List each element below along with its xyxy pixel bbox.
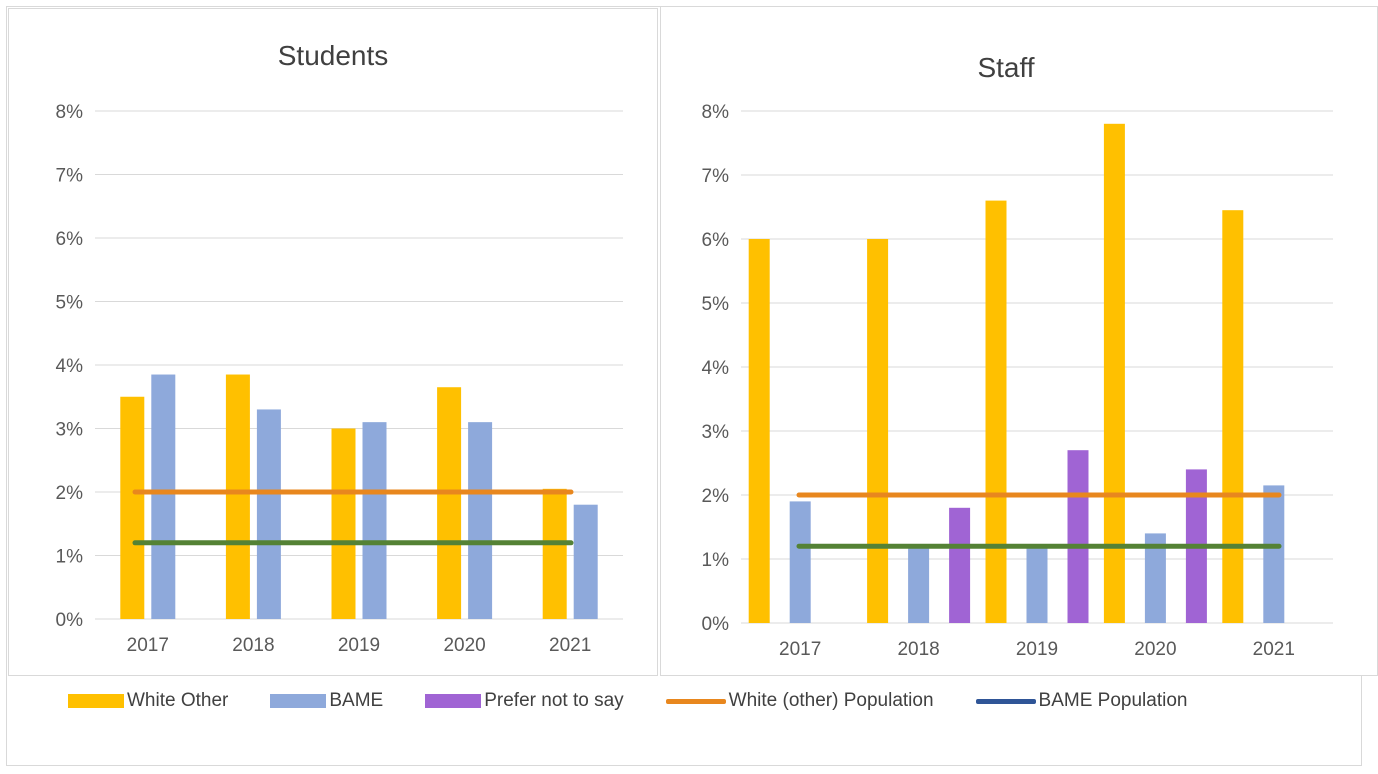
bar-bame-2020 — [468, 422, 493, 619]
legend-label-white-other: White Other — [127, 690, 229, 711]
legend-label-bame: BAME — [329, 690, 384, 711]
legend-swatch-bame — [270, 694, 327, 708]
bar-white-other-2020 — [1103, 123, 1125, 624]
chart-title: Students — [278, 40, 389, 71]
y-tick-label: 6% — [702, 230, 730, 251]
legend: White Other BAME Prefer not to say White… — [68, 690, 1229, 712]
bar-white-other-2020 — [437, 387, 462, 619]
bar-white-other-2017 — [120, 396, 145, 619]
x-tick-label: 2019 — [1016, 639, 1058, 660]
y-tick-label: 1% — [56, 547, 84, 568]
x-tick-label: 2021 — [1253, 639, 1295, 660]
legend-item-bame: BAME — [270, 690, 383, 712]
bar-bame-2018 — [256, 409, 281, 619]
bar-white-other-2021 — [1222, 210, 1244, 623]
bar-prefer-not-to-say-2019 — [1067, 450, 1089, 623]
x-tick-label: 2018 — [897, 639, 939, 660]
y-tick-label: 5% — [702, 294, 730, 315]
y-tick-label: 8% — [56, 102, 84, 123]
legend-label-prefer-not-to-say: Prefer not to say — [484, 690, 624, 711]
legend-swatch-bame-population — [975, 698, 1036, 704]
staff-chart-panel: Staff 0% 1% 2% 3% 4% 5% 6% 7% 8% 2017 2018 2019 2020 2… — [660, 6, 1378, 676]
bar-bame-2017 — [789, 501, 811, 623]
x-tick-label: 2017 — [127, 635, 169, 656]
x-tick-label: 2017 — [779, 639, 821, 660]
bar-bame-2017 — [151, 374, 176, 619]
chart-title: Staff — [977, 52, 1034, 83]
x-tick-label: 2020 — [443, 635, 485, 656]
staff-chart: Staff 0% 1% 2% 3% 4% 5% 6% 7% 8% 2017 2018 2019 2020 2… — [702, 52, 1333, 660]
bar-white-other-2019 — [331, 428, 356, 619]
x-tick-label: 2018 — [232, 635, 274, 656]
bar-white-other-2018 — [225, 374, 250, 619]
legend-swatch-white-other — [68, 694, 124, 708]
legend-swatch-prefer-not-to-say — [425, 694, 482, 708]
y-tick-label: 7% — [56, 166, 84, 187]
y-tick-label: 0% — [56, 610, 84, 631]
y-tick-label: 2% — [702, 486, 730, 507]
legend-item-bame-population: BAME Population — [975, 690, 1188, 712]
y-tick-label: 6% — [56, 229, 84, 250]
bar-bame-2021 — [573, 504, 598, 619]
legend-label-bame-population: BAME Population — [1038, 690, 1188, 711]
bar-prefer-not-to-say-2018 — [949, 507, 971, 623]
y-tick-label: 0% — [702, 614, 730, 635]
bar-white-other-2019 — [985, 200, 1007, 623]
y-tick-label: 7% — [702, 166, 730, 187]
students-chart: Students 0% 1% 2% 3% 4% 5% 6% 7% 8% 2017 2018 2019 20… — [56, 40, 623, 656]
students-chart-panel: Students 0% 1% 2% 3% 4% 5% 6% 7% 8% 2017 2018 2019 20… — [8, 8, 658, 676]
y-tick-label: 8% — [702, 102, 730, 123]
bar-bame-2019 — [1026, 546, 1048, 623]
y-tick-label: 1% — [702, 550, 730, 571]
bar-bame-2020 — [1144, 533, 1166, 623]
bar-white-other-2017 — [748, 239, 770, 623]
legend-item-white-other: White Other — [68, 690, 228, 712]
legend-label-white-other-population: White (other) Population — [728, 690, 934, 711]
bar-bame-2019 — [362, 422, 387, 619]
bar-bame-2021 — [1263, 485, 1285, 623]
bar-white-other-2021 — [542, 488, 567, 619]
y-tick-label: 4% — [702, 358, 730, 379]
legend-item-white-other-population: White (other) Population — [665, 690, 934, 712]
bar-bame-2018 — [908, 546, 930, 623]
x-tick-label: 2021 — [549, 635, 591, 656]
y-tick-label: 2% — [56, 483, 84, 504]
bar-white-other-2018 — [867, 239, 889, 623]
x-tick-label: 2019 — [338, 635, 380, 656]
legend-swatch-white-other-population — [665, 698, 726, 704]
y-tick-label: 4% — [56, 356, 84, 377]
y-tick-label: 3% — [702, 422, 730, 443]
y-tick-label: 5% — [56, 293, 84, 314]
legend-item-prefer-not-to-say: Prefer not to say — [425, 690, 624, 712]
y-tick-label: 3% — [56, 420, 84, 441]
x-tick-label: 2020 — [1134, 639, 1176, 660]
